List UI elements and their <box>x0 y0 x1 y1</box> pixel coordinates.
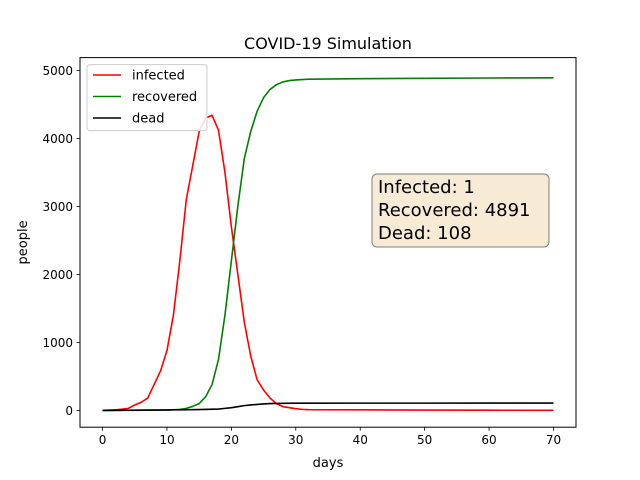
x-tick-label: 0 <box>99 433 107 447</box>
x-axis-label: days <box>313 456 344 471</box>
y-tick-label: 4000 <box>42 132 73 146</box>
x-tick-label: 20 <box>224 433 239 447</box>
stats-annotation: Infected: 1 Recovered: 4891 Dead: 108 <box>371 173 550 248</box>
x-tick-label: 70 <box>546 433 561 447</box>
stats-infected: Infected: 1 <box>378 177 475 198</box>
x-tick-label: 30 <box>288 433 303 447</box>
series-line-infected <box>102 114 554 412</box>
chart-title: COVID-19 Simulation <box>244 34 412 53</box>
x-tick-label: 50 <box>417 433 432 447</box>
y-tick-label: 0 <box>65 404 73 418</box>
plot-frame <box>79 57 577 428</box>
legend-label-dead: dead <box>132 112 164 127</box>
series-line-recovered <box>102 77 554 412</box>
stats-dead: Dead: 108 <box>378 223 472 244</box>
series-line-dead <box>102 402 554 412</box>
legend-box <box>86 64 208 132</box>
legend-label-infected: infected <box>132 69 185 84</box>
x-axis-ticks: 0 10 20 30 40 50 60 70 <box>99 427 561 447</box>
y-tick-label: 3000 <box>42 200 73 214</box>
x-tick-label: 10 <box>159 433 174 447</box>
y-axis-label: people <box>16 220 31 264</box>
y-axis-ticks: 0 1000 2000 3000 4000 5000 <box>42 64 80 418</box>
legend: infected recovered dead <box>86 64 208 132</box>
legend-label-recovered: recovered <box>132 90 197 105</box>
stats-box <box>371 173 550 248</box>
y-tick-label: 2000 <box>42 268 73 282</box>
series-lines <box>102 77 554 412</box>
y-tick-label: 1000 <box>42 336 73 350</box>
x-tick-label: 60 <box>481 433 496 447</box>
y-tick-label: 5000 <box>42 64 73 78</box>
x-tick-label: 40 <box>353 433 368 447</box>
stats-recovered: Recovered: 4891 <box>378 200 531 221</box>
legend-items: infected recovered dead <box>93 69 197 127</box>
